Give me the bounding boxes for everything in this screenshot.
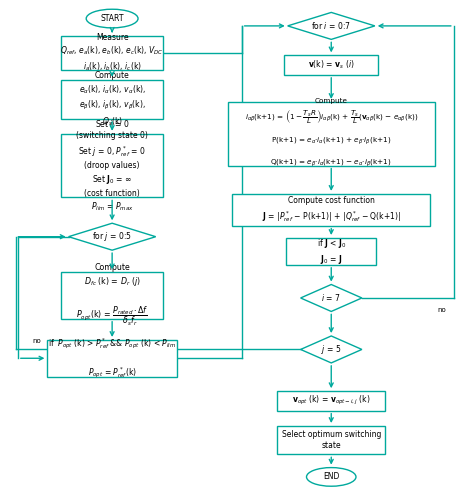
Polygon shape [301,336,362,363]
Text: END: END [323,472,339,481]
Polygon shape [69,223,156,250]
Text: no: no [32,338,41,344]
FancyBboxPatch shape [277,426,385,455]
FancyBboxPatch shape [277,391,385,411]
FancyBboxPatch shape [62,80,163,119]
Polygon shape [288,12,375,39]
Text: no: no [438,307,447,313]
Text: Compute cost function
$\mathbf{J}$ = |$P_{ref}^*$ $-$ P(k+1)| + |$Q_{ref}^*$ $-$: Compute cost function $\mathbf{J}$ = |$P… [262,196,401,223]
Text: Select optimum switching
state: Select optimum switching state [282,430,381,451]
Text: $i$ = 7: $i$ = 7 [321,292,341,304]
Text: $\mathbf{v}_{opt}$ (k) = $\mathbf{v}_{opt-i,j}$ (k): $\mathbf{v}_{opt}$ (k) = $\mathbf{v}_{op… [292,394,371,408]
FancyBboxPatch shape [228,102,435,166]
Text: Compute
$i_{\alpha\beta}$(k+1) = $\left(1-\dfrac{T_s R}{L}\right)i_{\alpha\beta}: Compute $i_{\alpha\beta}$(k+1) = $\left(… [245,99,418,169]
Text: START: START [100,14,124,23]
Text: for $j$ = 0:5: for $j$ = 0:5 [92,230,132,243]
Text: Compute
$e_\alpha$(k), $i_\alpha$(k), $v_\alpha$(k),
$e_\beta$(k), $i_\beta$(k),: Compute $e_\alpha$(k), $i_\alpha$(k), $v… [79,71,146,128]
FancyBboxPatch shape [232,194,430,226]
Text: if  $P_{opt}$ (k) > $P_{ref}^*$ && $P_{opt}$ (k) < $P_{lim}$

$P_{opt}$ = $P_{re: if $P_{opt}$ (k) > $P_{ref}^*$ && $P_{op… [48,336,176,380]
Text: Compute
$D_{fc}$ (k) = $D_r$ ($j$)

$P_{opt}$(k) = $\dfrac{P_{rated}\cdot\Delta : Compute $D_{fc}$ (k) = $D_r$ ($j$) $P_{o… [76,263,148,328]
Polygon shape [301,284,362,312]
FancyBboxPatch shape [284,55,378,75]
FancyBboxPatch shape [286,238,376,265]
Text: for $i$ = 0:7: for $i$ = 0:7 [311,20,351,32]
FancyBboxPatch shape [47,340,177,377]
Ellipse shape [86,9,138,28]
Text: Measure
$Q_{ref}$, $e_a$(k), $e_b$(k), $e_c$(k), $V_{DC}$
$i_a$(k), $i_b$(k), $i: Measure $Q_{ref}$, $e_a$(k), $e_b$(k), $… [60,33,164,73]
FancyBboxPatch shape [62,134,163,198]
Text: Set $i$ = 0
(switching state 0)
Set $j$ = 0, $P_{ref}^*$ = 0
(droop values)
Set : Set $i$ = 0 (switching state 0) Set $j$ … [76,118,148,213]
Ellipse shape [307,467,356,486]
FancyBboxPatch shape [62,272,163,319]
Text: if $\mathbf{J}$ < $\mathbf{J}_0$
$\mathbf{J}_0$ = $\mathbf{J}$: if $\mathbf{J}$ < $\mathbf{J}_0$ $\mathb… [317,237,346,266]
Text: $j$ = 5: $j$ = 5 [321,343,341,356]
FancyBboxPatch shape [62,35,163,70]
Text: $\mathbf{v}$(k) = $\mathbf{v}_s$ ($i$): $\mathbf{v}$(k) = $\mathbf{v}_s$ ($i$) [308,59,355,71]
